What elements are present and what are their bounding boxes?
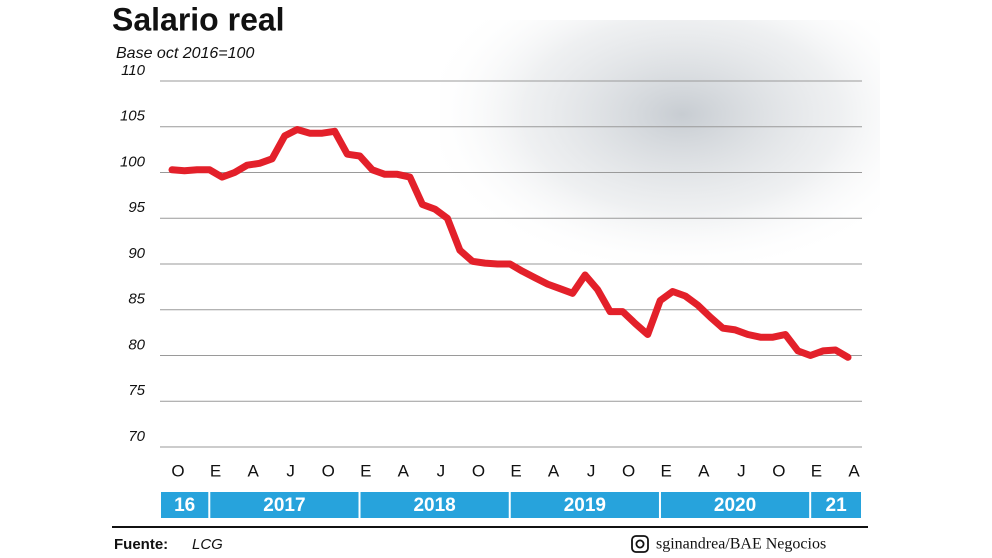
x-tick-label: O (772, 461, 785, 480)
background-photo (440, 20, 880, 290)
chart-subtitle: Base oct 2016=100 (116, 45, 254, 62)
source: LCG (192, 536, 223, 553)
year-band (510, 492, 659, 518)
x-tick-label: E (210, 461, 221, 480)
x-tick-label: E (510, 461, 521, 480)
data-line (168, 126, 852, 361)
y-tick-label: 80 (128, 336, 145, 353)
year-label: 2019 (564, 495, 606, 516)
x-tick-label: O (171, 461, 184, 480)
year-label: 21 (826, 495, 848, 516)
x-tick-label: A (247, 461, 259, 480)
instagram-icon (631, 535, 649, 553)
x-tick-label: A (848, 461, 860, 480)
year-band (660, 492, 810, 518)
x-tick-label: E (360, 461, 371, 480)
year-label: 2017 (263, 495, 305, 516)
y-tick-label: 75 (128, 382, 145, 399)
x-tick-label: J (437, 461, 446, 480)
y-tick-label: 70 (128, 428, 145, 445)
y-tick-label: 105 (120, 108, 146, 125)
y-tick-label: 85 (128, 291, 145, 308)
x-tick-label: E (661, 461, 672, 480)
x-tick-label: J (737, 461, 746, 480)
x-tick-label: A (398, 461, 410, 480)
x-tick-label: E (811, 461, 822, 480)
y-tick-label: 95 (128, 199, 145, 216)
year-band (161, 492, 209, 518)
x-tick-label: J (286, 461, 295, 480)
x-tick-label: O (322, 461, 335, 480)
y-tick-label: 100 (120, 153, 146, 170)
year-band (811, 492, 861, 518)
x-tick-label: O (472, 461, 485, 480)
year-label: 2018 (413, 495, 455, 516)
x-tick-label: O (622, 461, 635, 480)
y-tick-label: 110 (121, 62, 146, 79)
credit: sginandrea/BAE Negocios (656, 536, 826, 553)
y-tick-label: 90 (128, 245, 145, 262)
year-band (210, 492, 359, 518)
chart-title: Salario real (112, 1, 285, 37)
source-label: Fuente: (114, 536, 168, 553)
x-tick-label: A (548, 461, 560, 480)
x-tick-label: J (587, 461, 596, 480)
year-label: 2020 (714, 495, 756, 516)
year-band (360, 492, 509, 518)
year-label: 16 (174, 495, 195, 516)
instagram-icon (635, 539, 645, 549)
x-tick-label: A (698, 461, 710, 480)
